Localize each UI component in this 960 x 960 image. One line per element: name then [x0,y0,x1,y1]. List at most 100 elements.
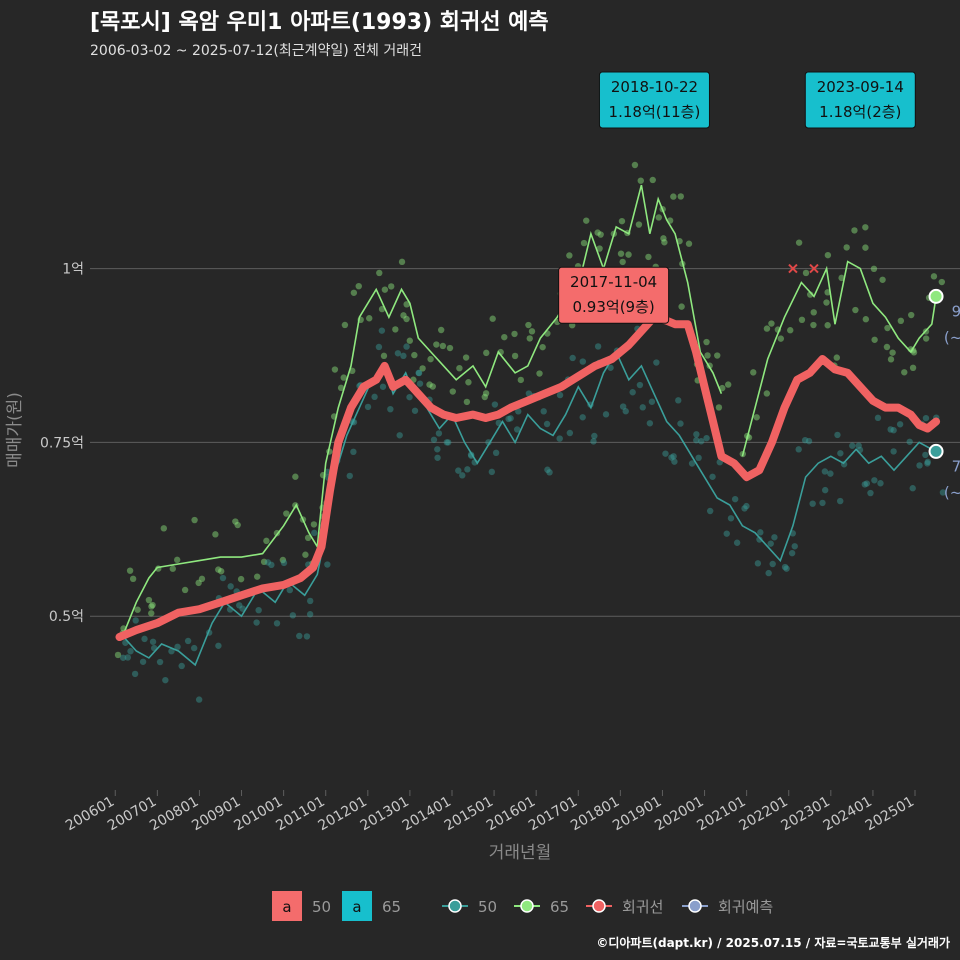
scatter-point [777,335,785,342]
scatter-point [481,393,488,401]
scatter-point [801,436,809,444]
scatter-point [463,398,471,406]
scatter-point [174,556,181,564]
scatter-point [268,561,275,569]
annotation-price: 1.18억(2층) [819,103,901,121]
scatter-point [781,563,789,571]
scatter-point [433,341,440,348]
scatter-point [556,391,564,399]
scatter-point [879,276,886,283]
scatter-point [237,575,245,583]
series-65-line [122,184,723,634]
scatter-point [802,269,810,277]
scatter-point [579,414,586,421]
scatter-point [723,530,730,537]
scatter-point [406,393,413,401]
scatter-point [629,389,636,396]
legend-line-text: 회귀선 [622,898,663,916]
scatter-point [232,518,239,525]
scatter-point [364,403,372,411]
scatter-point [366,315,373,322]
scatter-point [324,561,331,568]
scatter-point [602,411,610,418]
scatter-point [236,602,243,609]
scatter-point [695,454,702,462]
scatter-point [302,551,309,558]
endpoint-marker [928,288,944,304]
scatter-point [583,217,590,224]
scatter-point [661,239,668,246]
y-tick-label: 1억 [62,262,84,278]
scatter-point [131,670,139,678]
scatter-point [376,269,383,277]
scatter-point [195,696,203,703]
scatter-point [849,442,856,449]
scatter-point [909,485,916,492]
scatter-point [456,364,463,372]
scatter-point [346,472,353,480]
legend-label-box [342,891,372,921]
scatter-point [114,651,122,659]
scatter-point [619,258,626,266]
endpoint-value-label: 7,367 [952,457,960,475]
scatter-point [767,540,774,547]
scatter-point [162,676,169,684]
scatter-point [883,343,891,351]
scatter-points [114,161,947,703]
scatter-point [483,349,490,357]
scatter-point [492,449,500,457]
scatter-point [877,480,884,487]
scatter-point [181,586,189,594]
endpoint-marker [928,443,944,459]
scatter-point [890,448,897,455]
y-tick-label: 0.75억 [40,435,84,451]
annotation-date: 2018-10-22 [611,78,698,96]
series-lines [115,184,944,667]
scatter-point [350,289,358,296]
scatter-point [544,466,551,473]
scatter-point [930,273,938,280]
scatter-point [851,227,858,234]
scatter-point [341,321,349,329]
endpoint-value-label: 9,600 [952,302,960,320]
scatter-point [678,303,685,310]
scatter-point [887,426,894,433]
scatter-point [821,468,829,475]
legend-line-text: 50 [478,898,497,916]
scatter-point [897,317,905,325]
scatter-point [513,426,521,433]
scatter-point [594,229,601,236]
scatter-point [862,316,870,323]
scatter-point [449,388,456,395]
scatter-point [798,316,806,324]
scatter-point [834,431,841,439]
scatter-point [671,458,678,465]
scatter-point [355,282,362,290]
scatter-point [556,435,563,442]
scatter-point [916,462,923,469]
scatter-point [387,405,394,413]
scatter-point [119,654,127,661]
scatter-point [465,379,472,386]
scatter-point [939,489,947,496]
scatter-point [190,644,198,652]
scatter-point [234,521,241,529]
scatter-point [536,370,543,377]
scatter-point [371,393,378,401]
scatter-point [655,214,662,221]
scatter-point [607,364,614,371]
scatter-point [501,333,508,341]
scatter-point [145,596,153,604]
scatter-point [437,326,445,334]
scatter-point [215,642,222,649]
scatter-point [566,252,573,259]
scatter-point [698,438,705,445]
scatter-point [124,654,132,661]
scatter-point [445,439,452,446]
scatter-point [289,612,297,619]
scatter-point [403,343,410,350]
scatter-point [539,343,546,351]
scatter-point [763,325,771,332]
scatter-point [579,358,587,365]
x-marker [809,263,819,274]
